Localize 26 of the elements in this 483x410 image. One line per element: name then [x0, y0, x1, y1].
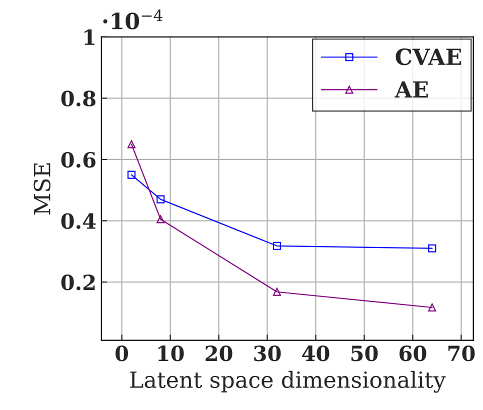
point: [127, 170, 136, 179]
y-tick-label: 0.4: [61, 213, 96, 229]
legend-label: CVAE: [396, 48, 462, 66]
x-tick-label: 70: [448, 346, 475, 362]
x-tick-label: 20: [206, 346, 232, 362]
y-tick-label: 0.2: [61, 274, 95, 290]
y-tick-label: 0.8: [61, 90, 96, 106]
x-tick-label: 10: [158, 346, 184, 362]
x-tick-label: 60: [400, 346, 426, 362]
y-tick-label: 1: [84, 29, 94, 45]
point: [428, 303, 436, 312]
y-axis-title: MSE: [34, 163, 50, 215]
point: [272, 242, 281, 250]
y-tick-label: 0.6: [61, 152, 96, 168]
x-tick-label: 40: [302, 346, 330, 362]
legend-label: AE: [394, 81, 428, 98]
point: [272, 288, 281, 296]
x-tick-label: 30: [254, 346, 281, 362]
text: ·10$^{−4}$: [103, 9, 162, 30]
point: [428, 244, 436, 252]
x-axis-title: Latent space dimensionality: [130, 370, 446, 393]
x-tick-label: 0: [116, 346, 128, 362]
point: [127, 140, 136, 148]
x-tick-label: 50: [351, 346, 378, 362]
point: [156, 195, 165, 204]
point: [156, 215, 165, 224]
